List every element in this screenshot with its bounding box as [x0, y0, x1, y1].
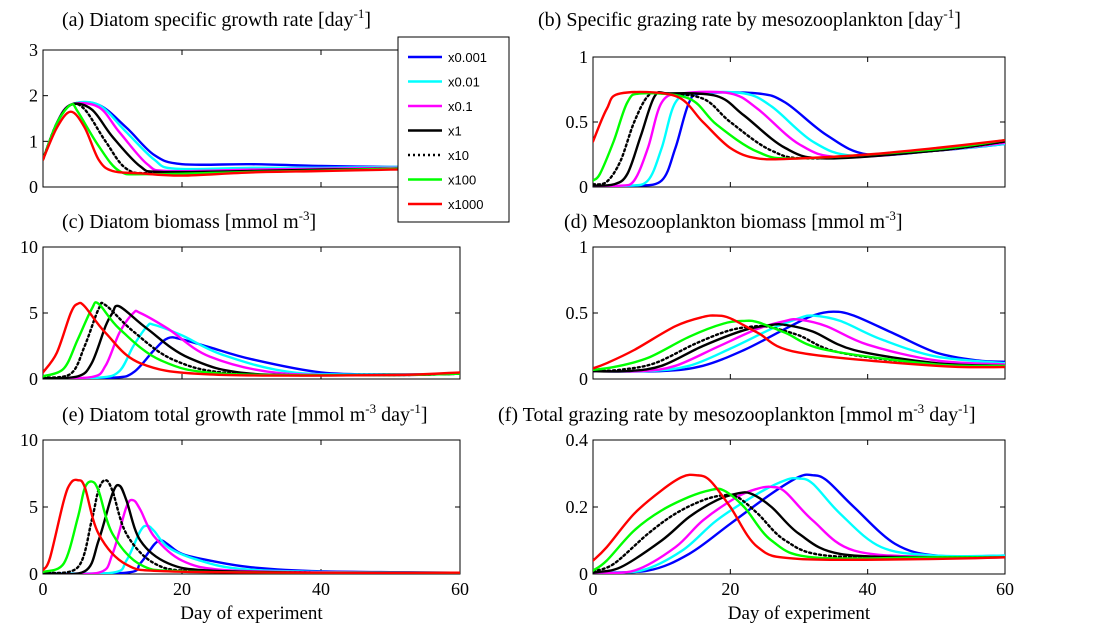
series-line-x1000	[43, 301, 460, 377]
y-tick-label: 0	[579, 177, 588, 197]
y-tick-label: 3	[29, 40, 38, 60]
legend-entry-label: x0.01	[448, 75, 480, 90]
x-tick-label: 0	[39, 579, 48, 599]
panel-c: (c) Diatom biomass [mmol m-3] 0 5 10	[20, 208, 461, 389]
title-superscript: -3	[885, 208, 896, 223]
y-tick-label: 5	[29, 497, 38, 517]
x-tick-label: 0	[589, 579, 598, 599]
title-superscript: -3	[913, 401, 924, 416]
legend-entry-label: x10	[448, 148, 469, 163]
y-tick-label: 10	[20, 237, 38, 257]
series-line-x1000	[43, 478, 460, 574]
y-tick-label: 0	[29, 369, 38, 389]
y-tick-label: 0.5	[566, 112, 589, 132]
title-main: (b) Specific grazing rate by mesozooplan…	[538, 9, 943, 31]
series-line-x0_001	[593, 310, 1005, 373]
x-tick-label: 60	[996, 579, 1014, 599]
title-superscript: -3	[299, 208, 310, 223]
title-main: (e) Diatom total growth rate [mmol m	[62, 404, 366, 426]
series-line-x0_01	[593, 476, 1005, 574]
panel-f: (f) Total grazing rate by mesozooplankto…	[498, 401, 1014, 624]
axes-box	[42, 439, 461, 575]
panel-d: (d) Mesozooplankton biomass [mmol m-3] 0 0…	[564, 208, 1006, 389]
y-tick-label: 0	[579, 369, 588, 389]
panel-b: (b) Specific grazing rate by mesozooplan…	[538, 6, 1006, 197]
y-tick-label: 10	[20, 430, 38, 450]
title-superscript-2: -1	[958, 401, 969, 416]
series-line-x0_1	[593, 485, 1005, 574]
x-tick-label: 40	[859, 579, 877, 599]
legend-entry-label: x0.1	[448, 99, 473, 114]
series-line-x0_01	[593, 314, 1005, 373]
y-tick-label: 2	[29, 86, 38, 106]
title-superscript: -3	[365, 401, 376, 416]
x-tick-label: 60	[451, 579, 469, 599]
y-tick-label: 0	[29, 177, 38, 197]
panel-title: (a) Diatom specific growth rate [day-1]	[62, 6, 371, 31]
legend-entry-label: x100	[448, 173, 476, 188]
panel-title: (d) Mesozooplankton biomass [mmol m-3]	[564, 208, 903, 233]
legend-entry-label: x1000	[448, 197, 483, 212]
title-tail: ]	[421, 404, 428, 426]
y-tick-label: 0.2	[566, 497, 589, 517]
title-main: (f) Total grazing rate by mesozooplankto…	[498, 404, 914, 426]
y-tick-label: 0	[29, 564, 38, 584]
y-tick-label: 1	[579, 237, 588, 257]
panel-a: (a) Diatom specific growth rate [day-1] 0…	[29, 6, 461, 197]
x-axis-label: Day of experiment	[180, 603, 323, 624]
x-tick-label: 20	[721, 579, 739, 599]
series-line-x1000	[593, 90, 1005, 161]
y-tick-label: 1	[579, 47, 588, 67]
legend: x0.001 x0.01 x0.1 x1 x10 x100 x1000	[397, 36, 510, 223]
series-line-x1000	[43, 110, 460, 177]
title-main: (a) Diatom specific growth rate [day	[62, 9, 354, 31]
series-line-x100	[593, 487, 1005, 572]
y-tick-label: 1	[29, 131, 38, 151]
series-line-x1000	[593, 314, 1005, 370]
title-tail: ]	[309, 211, 316, 233]
title-middle: day	[376, 404, 410, 426]
title-tail: ]	[896, 211, 903, 233]
legend-entry-label: x0.001	[448, 50, 487, 65]
series-line-x1000	[593, 473, 1005, 562]
panel-title: (f) Total grazing rate by mesozooplankto…	[498, 401, 976, 426]
series-line-x1	[593, 491, 1005, 574]
series-line-x1	[593, 322, 1005, 373]
title-main: (d) Mesozooplankton biomass [mmol m	[564, 211, 886, 233]
title-superscript: -1	[943, 6, 954, 21]
panel-title: (b) Specific grazing rate by mesozooplan…	[538, 6, 961, 31]
y-tick-label: 0.4	[566, 430, 589, 450]
title-middle: day	[924, 404, 958, 426]
title-main: (c) Diatom biomass [mmol m	[62, 211, 299, 233]
series-line-x0_001	[593, 473, 1005, 574]
title-superscript: -1	[354, 6, 365, 21]
axes-box	[592, 246, 1006, 380]
x-tick-label: 20	[173, 579, 191, 599]
title-tail: ]	[954, 9, 961, 31]
x-axis-label: Day of experiment	[728, 603, 871, 624]
legend-entry-label: x1	[448, 124, 462, 139]
title-tail: ]	[969, 404, 976, 426]
title-tail: ]	[364, 9, 371, 31]
x-tick-label: 40	[312, 579, 330, 599]
y-tick-label: 0.5	[566, 303, 589, 323]
y-tick-label: 5	[29, 303, 38, 323]
panel-title: (c) Diatom biomass [mmol m-3]	[62, 208, 316, 233]
y-tick-label: 0	[579, 564, 588, 584]
panel-e: (e) Diatom total growth rate [mmol m-3 d…	[20, 401, 469, 624]
panel-title: (e) Diatom total growth rate [mmol m-3 d…	[62, 401, 428, 426]
series-line-x0_1	[593, 318, 1005, 373]
title-superscript-2: -1	[410, 401, 421, 416]
series-line-x100	[593, 319, 1005, 371]
